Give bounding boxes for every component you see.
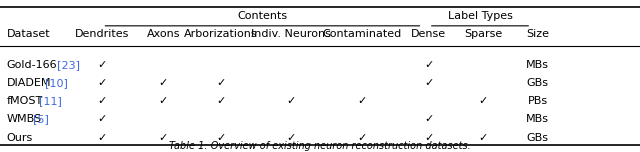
Text: ✓: ✓ bbox=[424, 78, 433, 88]
Text: Table 1: Overview of existing neuron reconstruction datasets.: Table 1: Overview of existing neuron rec… bbox=[169, 141, 471, 151]
Text: ✓: ✓ bbox=[98, 133, 107, 143]
Text: PBs: PBs bbox=[527, 96, 548, 106]
Text: Contaminated: Contaminated bbox=[322, 29, 401, 39]
Text: ✓: ✓ bbox=[287, 133, 296, 143]
Text: fMOST: fMOST bbox=[6, 96, 43, 106]
Text: Label Types: Label Types bbox=[447, 10, 513, 21]
Text: DIADEM: DIADEM bbox=[6, 78, 51, 88]
Text: [5]: [5] bbox=[33, 114, 49, 124]
Text: Dataset: Dataset bbox=[6, 29, 50, 39]
Text: ✓: ✓ bbox=[479, 133, 488, 143]
Text: [11]: [11] bbox=[40, 96, 62, 106]
Text: ✓: ✓ bbox=[424, 60, 433, 70]
Text: WMBS: WMBS bbox=[6, 114, 42, 124]
Text: Gold-166: Gold-166 bbox=[6, 60, 57, 70]
Text: ✓: ✓ bbox=[216, 133, 225, 143]
Text: Arborizations: Arborizations bbox=[184, 29, 258, 39]
Text: ✓: ✓ bbox=[159, 96, 168, 106]
Text: Sparse: Sparse bbox=[464, 29, 502, 39]
Text: MBs: MBs bbox=[526, 114, 549, 124]
Text: ✓: ✓ bbox=[216, 96, 225, 106]
Text: ✓: ✓ bbox=[424, 114, 433, 124]
Text: ✓: ✓ bbox=[479, 96, 488, 106]
Text: GBs: GBs bbox=[527, 133, 548, 143]
Text: Ours: Ours bbox=[6, 133, 33, 143]
Text: ✓: ✓ bbox=[357, 96, 366, 106]
Text: Dendrites: Dendrites bbox=[76, 29, 129, 39]
Text: Axons: Axons bbox=[147, 29, 180, 39]
Text: ✓: ✓ bbox=[98, 60, 107, 70]
Text: ✓: ✓ bbox=[357, 133, 366, 143]
Text: [23]: [23] bbox=[57, 60, 80, 70]
Text: ✓: ✓ bbox=[159, 78, 168, 88]
Text: MBs: MBs bbox=[526, 60, 549, 70]
Text: ✓: ✓ bbox=[98, 78, 107, 88]
Text: ✓: ✓ bbox=[216, 78, 225, 88]
Text: ✓: ✓ bbox=[98, 114, 107, 124]
Text: ✓: ✓ bbox=[287, 96, 296, 106]
Text: GBs: GBs bbox=[527, 78, 548, 88]
Text: Indiv. Neurons: Indiv. Neurons bbox=[252, 29, 331, 39]
Text: Contents: Contents bbox=[237, 10, 287, 21]
Text: Dense: Dense bbox=[412, 29, 446, 39]
Text: ✓: ✓ bbox=[424, 133, 433, 143]
Text: ✓: ✓ bbox=[159, 133, 168, 143]
Text: ✓: ✓ bbox=[98, 96, 107, 106]
Text: Size: Size bbox=[526, 29, 549, 39]
Text: [10]: [10] bbox=[45, 78, 68, 88]
